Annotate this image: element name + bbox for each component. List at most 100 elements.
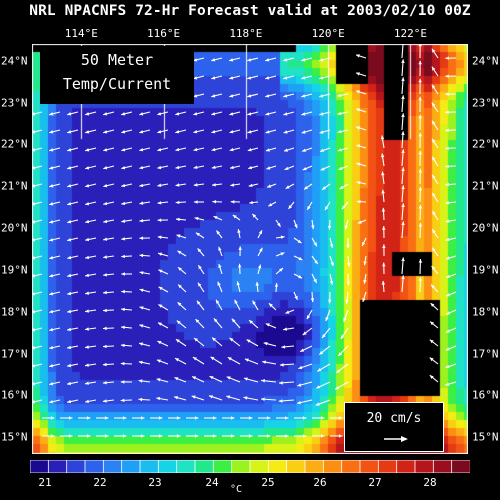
current-arrow-icon: [174, 376, 187, 383]
current-arrow-icon: [120, 361, 133, 366]
current-arrow-icon: [293, 237, 302, 244]
current-arrow-icon: [49, 111, 61, 116]
current-vectors: [32, 44, 457, 438]
current-arrow-icon: [139, 236, 151, 240]
current-arrow-icon: [311, 273, 318, 284]
colorbar-tick: 27: [368, 476, 382, 489]
current-arrow-icon: [278, 399, 295, 403]
colorbar-segment: [359, 460, 380, 473]
current-arrow-icon: [431, 102, 439, 113]
current-arrow-icon: [85, 201, 97, 206]
current-arrow-icon: [381, 171, 385, 185]
current-arrow-icon: [193, 129, 205, 134]
current-arrow-icon: [49, 309, 61, 314]
lat-label: 20°N: [472, 221, 499, 235]
reference-vector-box: 20 cm/s: [344, 402, 444, 452]
lat-label: 15°N: [1, 430, 28, 444]
current-arrow-icon: [230, 200, 241, 204]
current-arrow-icon: [85, 273, 97, 277]
current-arrow-icon: [138, 360, 151, 365]
current-arrow-icon: [243, 396, 259, 401]
current-arrow-icon: [238, 246, 242, 257]
current-arrow-icon: [249, 200, 259, 205]
current-arrow-icon: [67, 273, 79, 278]
current-arrow-icon: [401, 44, 405, 59]
current-arrow-icon: [67, 111, 79, 116]
current-arrow-icon: [121, 111, 133, 116]
current-arrow-icon: [85, 237, 97, 242]
current-arrow-icon: [211, 111, 223, 116]
current-arrow-icon: [445, 327, 457, 333]
colorbar-tick: 28: [423, 476, 437, 489]
current-arrow-icon: [293, 273, 303, 279]
current-arrow-icon: [276, 434, 289, 438]
current-arrow-icon: [139, 183, 151, 188]
current-arrow-icon: [418, 150, 422, 167]
current-arrow-icon: [431, 156, 439, 167]
current-arrow-icon: [445, 309, 457, 315]
current-arrow-icon: [283, 129, 295, 134]
current-arrow-icon: [49, 327, 61, 332]
current-arrow-icon: [213, 318, 223, 329]
current-arrow-icon: [114, 434, 127, 438]
current-arrow-icon: [339, 183, 349, 190]
colorbar-segment: [66, 460, 86, 473]
current-arrow-icon: [301, 93, 313, 98]
current-arrow-icon: [150, 434, 163, 438]
current-arrow-icon: [265, 147, 277, 152]
current-arrow-icon: [229, 165, 241, 170]
current-arrow-icon: [195, 232, 205, 239]
current-arrow-icon: [102, 362, 115, 367]
current-arrow-icon: [227, 356, 241, 365]
current-arrow-icon: [60, 434, 73, 438]
current-arrow-icon: [283, 57, 295, 62]
current-arrow-icon: [139, 288, 151, 293]
current-arrow-icon: [176, 320, 187, 329]
colorbar-tick: 24: [205, 476, 219, 489]
current-arrow-icon: [197, 264, 205, 275]
current-arrow-icon: [334, 381, 349, 390]
reference-arrow-icon: [384, 436, 408, 442]
current-arrow-icon: [278, 381, 295, 385]
current-arrow-icon: [445, 255, 457, 260]
current-arrow-icon: [325, 309, 331, 322]
current-arrow-icon: [84, 381, 97, 385]
current-arrow-icon: [321, 327, 331, 339]
lat-label: 23°N: [1, 96, 28, 110]
current-arrow-icon: [211, 147, 223, 152]
current-arrow-icon: [103, 165, 115, 170]
current-arrow-icon: [248, 183, 259, 187]
colorbar-segment: [304, 460, 325, 473]
current-arrow-icon: [177, 250, 187, 257]
lat-label: 22°N: [1, 137, 28, 151]
current-arrow-icon: [306, 201, 313, 211]
current-arrow-icon: [139, 306, 151, 311]
lon-label: 116°E: [147, 27, 181, 40]
current-arrow-icon: [418, 44, 422, 59]
lat-label: 21°N: [472, 179, 499, 193]
current-arrow-icon: [49, 345, 61, 350]
current-arrow-icon: [85, 111, 97, 116]
current-arrow-icon: [279, 363, 295, 367]
current-arrow-icon: [32, 111, 43, 116]
current-arrow-icon: [67, 255, 79, 260]
current-arrow-icon: [430, 302, 439, 311]
current-arrow-icon: [431, 228, 439, 239]
current-arrow-icon: [67, 129, 79, 134]
current-arrow-icon: [211, 183, 223, 187]
current-arrow-icon: [193, 93, 205, 98]
current-arrow-icon: [49, 363, 61, 368]
current-arrow-icon: [210, 356, 223, 365]
current-arrow-icon: [103, 183, 115, 188]
current-arrow-icon: [329, 273, 334, 285]
lat-label: 21°N: [1, 179, 28, 193]
current-arrow-icon: [338, 165, 349, 171]
current-arrow-icon: [139, 111, 151, 116]
current-arrow-icon: [337, 129, 349, 134]
current-arrow-icon: [186, 416, 199, 420]
current-arrow-icon: [103, 147, 115, 152]
current-arrow-icon: [362, 291, 367, 303]
current-arrow-icon: [121, 165, 133, 170]
current-arrow-icon: [193, 183, 205, 187]
